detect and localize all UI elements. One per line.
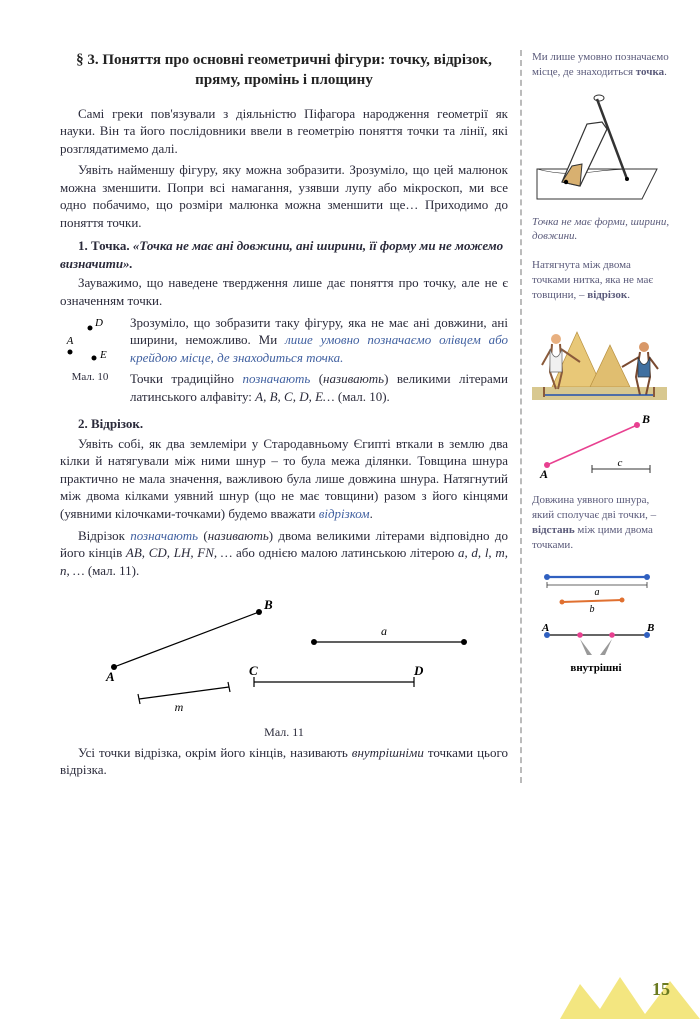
subsection-head: 1. Точка. «Точка не має ані довжини, ані… bbox=[60, 237, 508, 272]
svg-text:a: a bbox=[595, 587, 600, 598]
svg-text:A: A bbox=[539, 467, 548, 481]
svg-text:D: D bbox=[94, 317, 103, 329]
margin-column: Ми лише умовно позначаємо місце, де знах… bbox=[520, 50, 670, 783]
margin-note: Точка не має форми, ширини, довжини. bbox=[532, 215, 670, 245]
svg-text:C: C bbox=[249, 663, 258, 678]
paragraph: Зауважимо, що наведене твердження лише д… bbox=[60, 274, 508, 309]
distance-illustration: a b bbox=[532, 567, 670, 617]
svg-text:A: A bbox=[105, 669, 115, 684]
svg-text:внутрішні: внутрішні bbox=[570, 662, 621, 674]
svg-text:D: D bbox=[413, 663, 424, 678]
section-title: § 3. Поняття про основні геометричні фіг… bbox=[60, 50, 508, 91]
page-decoration bbox=[560, 969, 700, 1019]
svg-text:m: m bbox=[175, 700, 184, 714]
internal-points-illustration: A B внутрішні bbox=[532, 623, 670, 683]
fig10-text: Зрозуміло, що зобразити таку фігуру, яка… bbox=[130, 314, 508, 410]
fig11-caption: Мал. 11 bbox=[60, 724, 508, 740]
figure-11: A B a C D m Мал. 11 bbox=[60, 587, 508, 740]
pencil-illustration bbox=[532, 94, 670, 209]
paragraph: Самі греки пов'язували з діяльністю Піфа… bbox=[60, 105, 508, 158]
svg-text:c: c bbox=[618, 457, 623, 469]
svg-text:a: a bbox=[381, 624, 387, 638]
fig10-caption: Мал. 10 bbox=[60, 370, 120, 385]
svg-text:B: B bbox=[263, 597, 273, 612]
paragraph: Усі точки відрізка, окрім його кінців, н… bbox=[60, 744, 508, 779]
page-number: 15 bbox=[652, 977, 670, 1001]
fig10-row: A D E Мал. 10 Зрозуміло, що зобразити та… bbox=[60, 314, 508, 410]
margin-note: Ми лише умовно позначаємо місце, де знах… bbox=[532, 50, 670, 80]
svg-text:E: E bbox=[99, 349, 107, 361]
paragraph: Уявіть найменшу фігуру, яку можна зобраз… bbox=[60, 161, 508, 231]
margin-note: Натягнута між двома точками нитка, яка н… bbox=[532, 258, 670, 303]
paragraph: Відрізок позначають (називають) двома ве… bbox=[60, 527, 508, 580]
svg-text:b: b bbox=[590, 604, 595, 612]
subsection-head: 2. Відрізок. bbox=[60, 415, 508, 433]
egypt-illustration bbox=[532, 317, 670, 407]
paragraph: Уявіть собі, як два землеміри у Стародав… bbox=[60, 435, 508, 523]
segment-ab-illustration: A B c bbox=[532, 413, 670, 488]
svg-text:A: A bbox=[66, 335, 74, 347]
figure-10: A D E Мал. 10 bbox=[60, 314, 120, 385]
margin-note: Довжина уявного шнура, який сполучає дві… bbox=[532, 493, 670, 552]
svg-text:A: A bbox=[541, 623, 549, 634]
main-column: § 3. Поняття про основні геометричні фіг… bbox=[60, 50, 508, 783]
svg-text:B: B bbox=[641, 413, 650, 426]
svg-text:B: B bbox=[646, 623, 654, 634]
